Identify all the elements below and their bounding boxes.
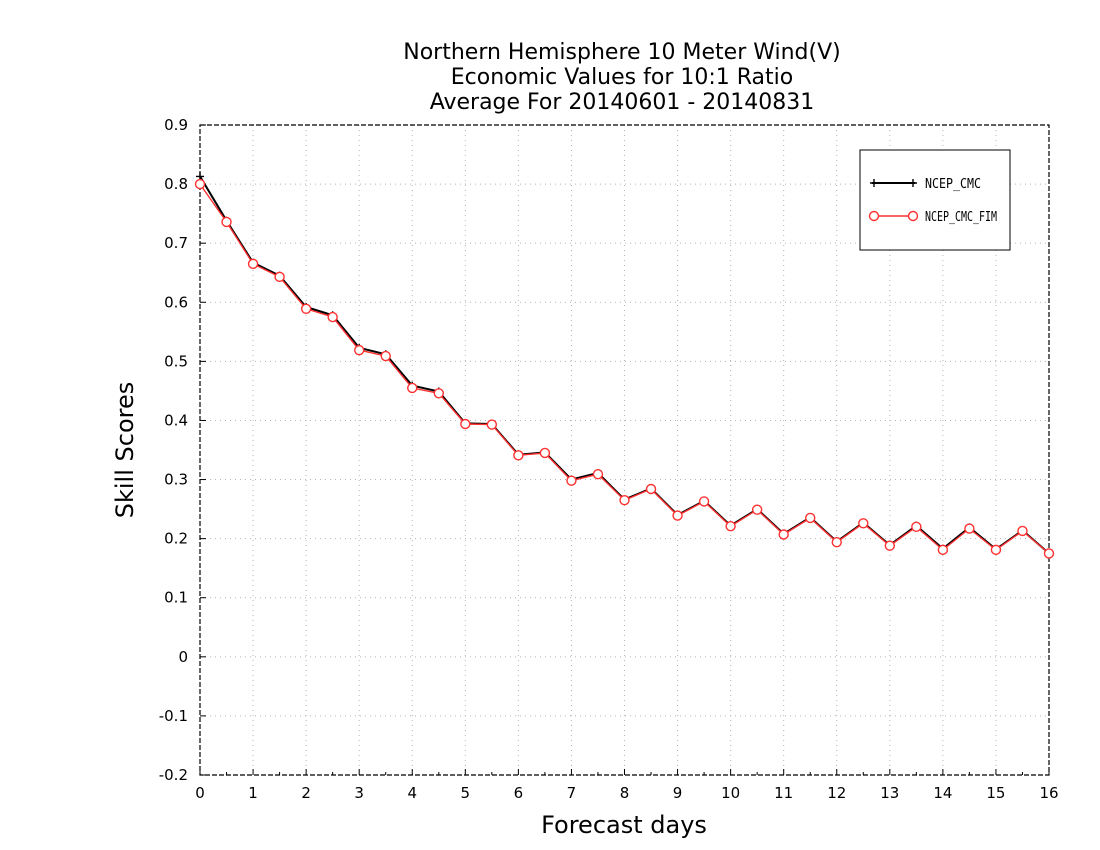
plot-area-frame bbox=[199, 124, 1050, 776]
legend-label: NCEP_CMC_FIM bbox=[925, 210, 997, 225]
y-tick-label: 0 bbox=[178, 648, 188, 666]
data-point bbox=[884, 540, 896, 551]
chart-title: Northern Hemisphere 10 Meter Wind(V) Eco… bbox=[403, 40, 841, 115]
x-axis-tick-labels: 0 1 2 3 4 5 6 7 8 9 10 11 12 13 14 15 16 bbox=[195, 784, 1058, 802]
data-point bbox=[645, 483, 657, 495]
data-point bbox=[539, 447, 551, 459]
y-tick-label: 0.1 bbox=[164, 589, 188, 607]
data-point bbox=[327, 311, 338, 323]
legend-label: NCEP_CMC bbox=[925, 177, 981, 192]
y-tick-label: 0.6 bbox=[164, 293, 188, 311]
y-tick-label: 0.8 bbox=[164, 175, 188, 193]
data-point bbox=[1017, 525, 1028, 537]
data-point bbox=[937, 544, 949, 556]
x-axis-title: Forecast days bbox=[541, 811, 707, 839]
x-tick-label: 16 bbox=[1039, 784, 1058, 802]
data-point bbox=[698, 496, 710, 507]
data-point bbox=[194, 178, 206, 190]
data-point bbox=[247, 258, 259, 270]
y-tick-label: 0.9 bbox=[164, 116, 188, 134]
y-tick-label: 0.5 bbox=[164, 352, 188, 370]
data-point bbox=[805, 512, 816, 524]
legend-marker bbox=[907, 210, 919, 222]
x-tick-label: 1 bbox=[248, 784, 258, 802]
x-tick-label: 5 bbox=[461, 784, 471, 802]
axis-ticks bbox=[199, 124, 1050, 776]
data-point bbox=[513, 450, 524, 461]
legend: NCEP_CMC NCEP_CMC_FIM bbox=[859, 149, 1011, 251]
data-point bbox=[725, 521, 736, 532]
chart-title-line-2: Economic Values for 10:1 Ratio bbox=[451, 65, 793, 90]
data-point bbox=[407, 382, 418, 394]
data-point bbox=[433, 388, 444, 399]
y-tick-label: 0.4 bbox=[164, 411, 188, 429]
x-tick-label: 11 bbox=[774, 784, 793, 802]
data-point bbox=[592, 469, 604, 480]
data-series bbox=[194, 172, 1055, 559]
data-point bbox=[672, 510, 683, 521]
legend-box bbox=[859, 149, 1011, 251]
y-axis-tick-labels: 0.9 0.8 0.7 0.6 0.5 0.4 0.3 0.2 0.1 0 -0.1 -0.2 bbox=[159, 116, 188, 784]
x-tick-label: 7 bbox=[567, 784, 577, 802]
data-point bbox=[911, 521, 922, 533]
data-point bbox=[619, 495, 630, 506]
y-tick-label: -0.1 bbox=[159, 707, 188, 725]
legend-entry: NCEP_CMC_FIM bbox=[868, 210, 997, 225]
x-tick-label: 2 bbox=[301, 784, 311, 802]
x-tick-label: 4 bbox=[407, 784, 417, 802]
legend-entry: NCEP_CMC bbox=[870, 177, 981, 192]
data-point bbox=[300, 303, 312, 314]
y-tick-label: 0.2 bbox=[164, 530, 188, 548]
x-tick-label: 9 bbox=[673, 784, 683, 802]
data-point bbox=[566, 475, 577, 486]
grid-lines bbox=[200, 125, 1049, 775]
x-tick-label: 10 bbox=[721, 784, 740, 802]
y-axis-title: Skill Scores bbox=[111, 382, 139, 519]
x-tick-label: 13 bbox=[880, 784, 899, 802]
data-point bbox=[221, 216, 232, 228]
data-point bbox=[964, 523, 975, 534]
x-tick-label: 12 bbox=[827, 784, 846, 802]
data-point bbox=[486, 419, 498, 430]
x-tick-label: 6 bbox=[514, 784, 524, 802]
x-tick-label: 15 bbox=[986, 784, 1005, 802]
y-tick-label: 0.3 bbox=[164, 471, 188, 489]
data-point bbox=[460, 418, 471, 430]
data-point bbox=[858, 518, 869, 529]
data-point bbox=[1043, 548, 1055, 559]
x-tick-label: 0 bbox=[195, 784, 205, 802]
y-tick-label: 0.7 bbox=[164, 234, 188, 252]
legend-marker bbox=[909, 179, 917, 187]
legend-marker bbox=[868, 210, 880, 222]
data-point bbox=[274, 271, 285, 283]
data-point bbox=[831, 536, 842, 548]
x-tick-label: 14 bbox=[933, 784, 952, 802]
x-tick-label: 8 bbox=[620, 784, 630, 802]
x-tick-label: 3 bbox=[354, 784, 364, 802]
legend-marker bbox=[870, 179, 878, 187]
data-point bbox=[380, 350, 391, 362]
y-tick-label: -0.2 bbox=[159, 766, 188, 784]
series-ncep-cmc-fim bbox=[194, 178, 1055, 559]
data-point bbox=[990, 544, 1002, 556]
data-point bbox=[353, 344, 365, 356]
chart-title-line-3: Average For 20140601 - 20140831 bbox=[430, 90, 815, 115]
chart-title-line-1: Northern Hemisphere 10 Meter Wind(V) bbox=[403, 40, 841, 65]
data-point bbox=[751, 504, 763, 515]
data-point bbox=[778, 529, 789, 540]
